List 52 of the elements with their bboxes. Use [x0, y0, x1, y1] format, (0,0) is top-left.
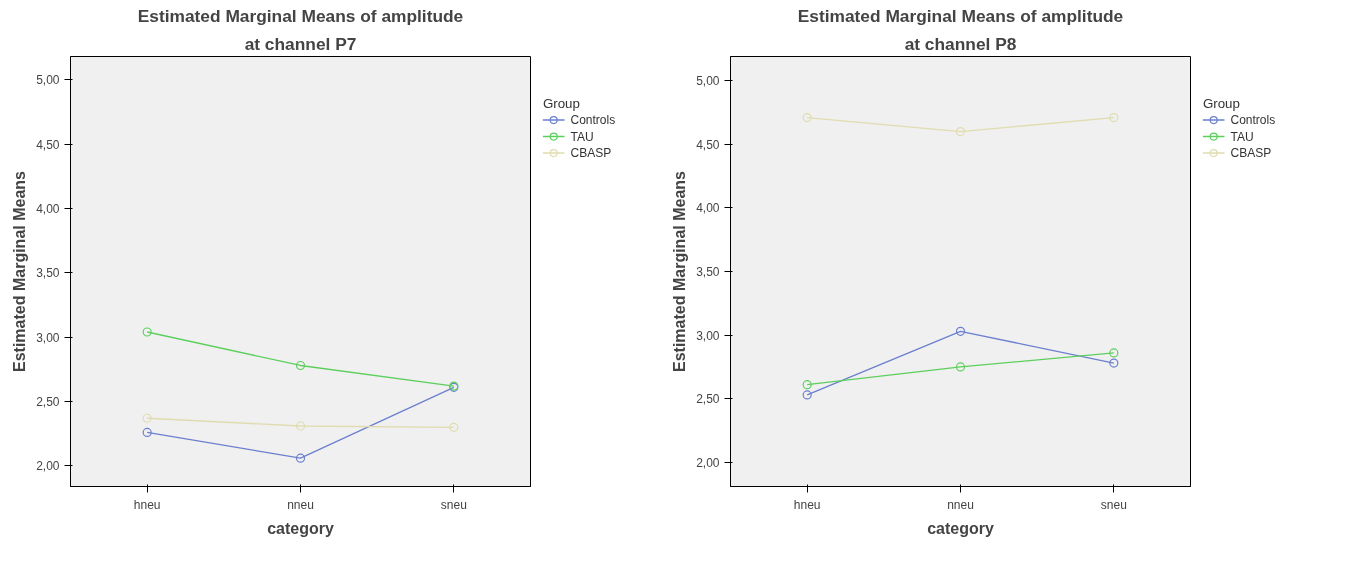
point: [449, 422, 459, 432]
y-tick-label: 2,00: [696, 455, 720, 470]
y-tick-label: 4,50: [696, 137, 720, 152]
point: [1109, 348, 1119, 358]
point: [142, 413, 152, 423]
y-tick-label: 4,50: [36, 137, 60, 152]
point: [955, 326, 966, 336]
legend-label: TAU: [570, 129, 594, 144]
chart-subtitle: at channel P8: [904, 33, 1017, 54]
y-tick-label: 4,00: [696, 201, 720, 216]
x-tick-label: hneu: [793, 497, 821, 512]
x-tick-label: sneu: [440, 497, 467, 512]
x-tick-label: hneu: [133, 497, 161, 512]
y-tick-label: 2,50: [36, 395, 60, 410]
y-tick-label: 3,00: [36, 330, 60, 345]
point: [295, 421, 306, 431]
point: [295, 360, 306, 371]
point: [955, 362, 966, 372]
legend-label: CBASP: [1230, 146, 1272, 161]
y-tick-label: 2,00: [36, 459, 60, 474]
y-tick-label: 2,50: [696, 392, 720, 407]
y-tick-label: 3,00: [696, 328, 720, 343]
y-axis-title: Estimated Marginal Means: [671, 170, 689, 372]
y-tick-label: 4,00: [36, 201, 60, 216]
legend-label: TAU: [1230, 129, 1254, 144]
chart-title: Estimated Marginal Means of amplitude: [137, 5, 464, 26]
point: [295, 453, 306, 463]
point: [802, 112, 812, 123]
point: [142, 427, 152, 438]
chart-title: Estimated Marginal Means of amplitude: [797, 5, 1124, 26]
point: [142, 327, 152, 337]
legend-label: CBASP: [570, 146, 612, 161]
x-axis-title: category: [267, 519, 334, 537]
x-tick-label: nneu: [287, 497, 314, 512]
point: [955, 126, 966, 137]
chart-subtitle: at channel P7: [244, 33, 357, 54]
x-tick-label: sneu: [1100, 497, 1127, 512]
legend-label: Controls: [1230, 113, 1276, 128]
y-tick-label: 3,50: [696, 265, 720, 279]
x-tick-label: nneu: [947, 497, 974, 512]
point: [802, 390, 812, 400]
point: [1109, 112, 1119, 123]
y-axis-title: Estimated Marginal Means: [11, 170, 29, 372]
legend-title: Group: [1202, 96, 1240, 112]
x-axis-title: category: [927, 519, 994, 537]
legend-title: Group: [542, 96, 580, 112]
y-tick-label: 3,50: [36, 266, 60, 281]
point: [802, 380, 812, 390]
point: [1109, 358, 1119, 368]
y-tick-label: 5,00: [36, 73, 60, 88]
legend-label: Controls: [570, 113, 616, 128]
y-tick-label: 5,00: [696, 74, 720, 89]
